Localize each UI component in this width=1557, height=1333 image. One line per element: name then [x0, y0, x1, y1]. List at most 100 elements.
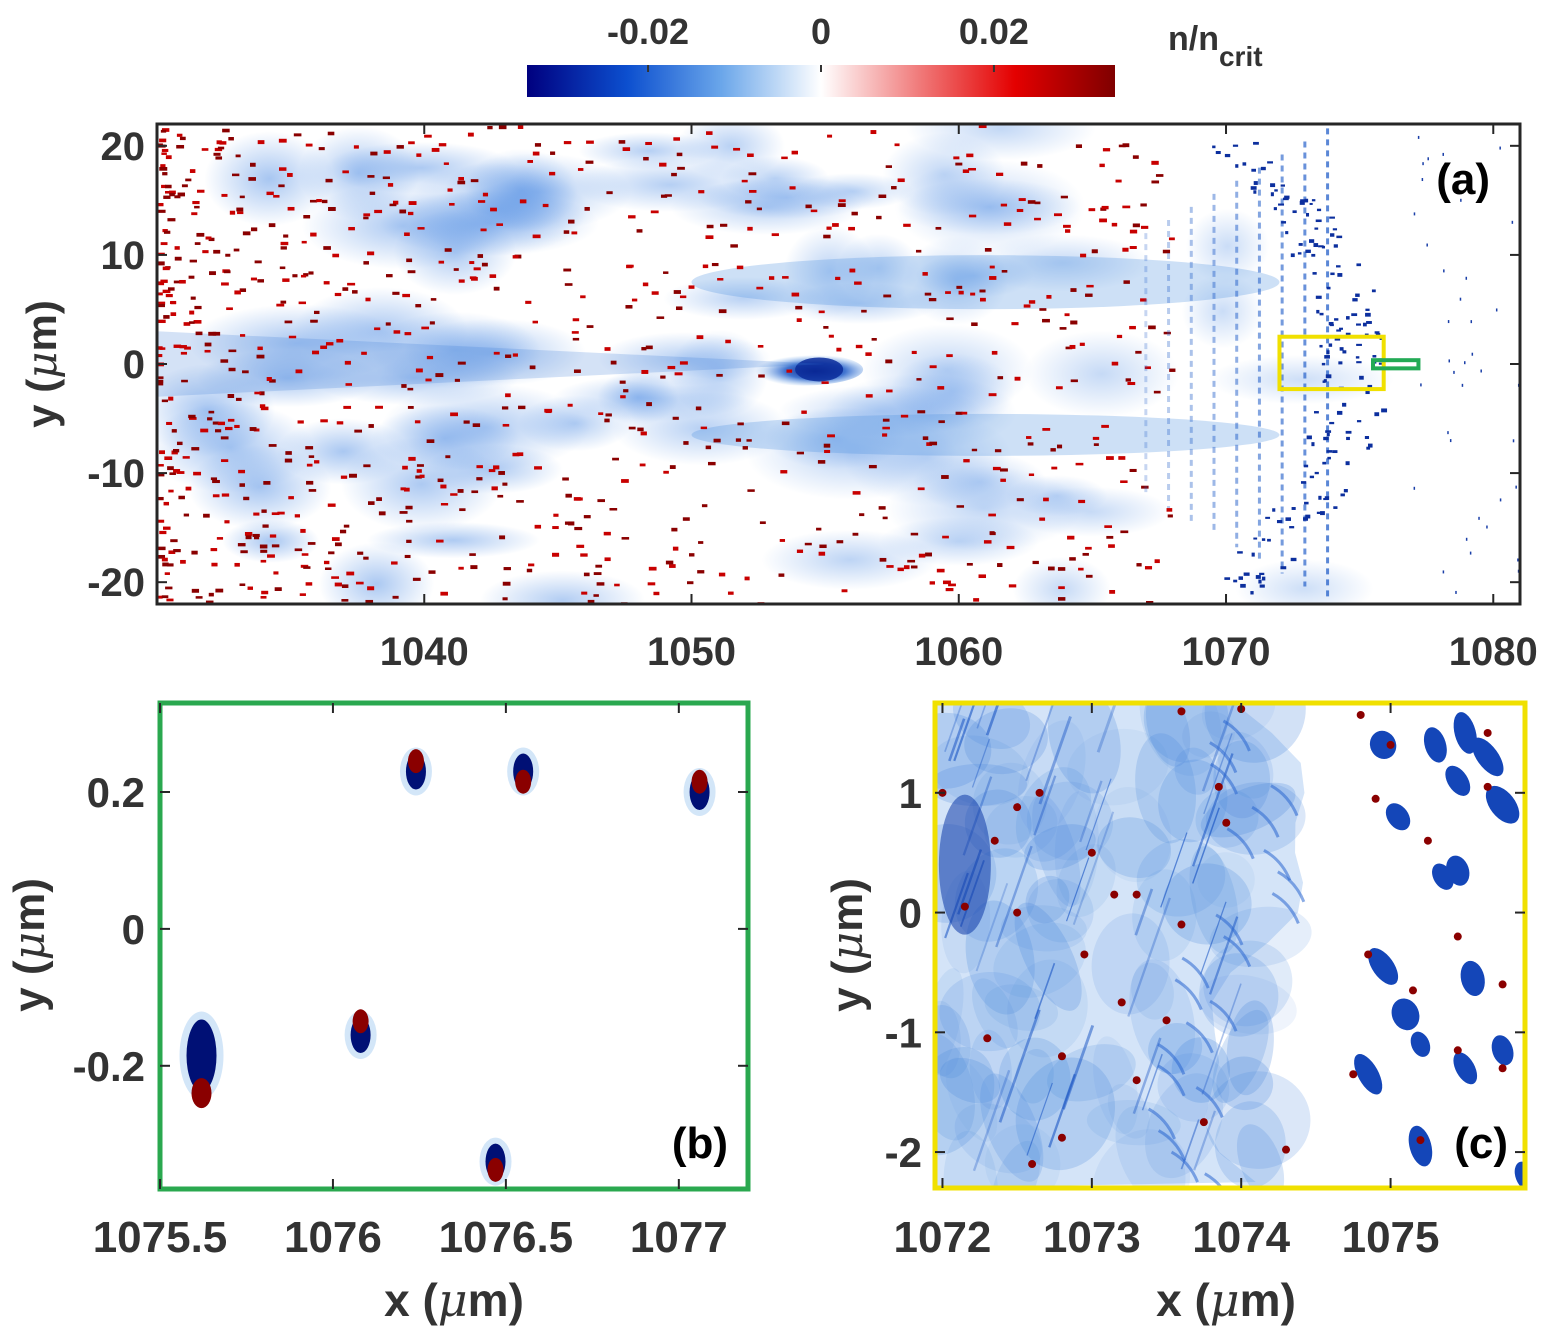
- density-sheet: [1026, 781, 1114, 861]
- positive-dot: [956, 505, 965, 508]
- positive-dot: [240, 334, 246, 337]
- positive-dot: [476, 465, 483, 469]
- front-particle: [1365, 308, 1370, 311]
- positive-dot: [747, 226, 753, 231]
- front-particle: [1314, 471, 1319, 475]
- front-particle: [1298, 243, 1303, 246]
- panel-c-xlabel-suffix: m): [1240, 1274, 1296, 1326]
- positive-dot: [200, 428, 209, 433]
- positive-dot: [1099, 163, 1105, 168]
- positive-dot: [497, 494, 504, 498]
- positive-dot: [477, 254, 484, 258]
- positive-dot: [378, 511, 386, 516]
- front-particle: [1285, 517, 1291, 521]
- positive-dot: [287, 206, 295, 211]
- panel-a-field: [157, 124, 1520, 604]
- positive-dot: [195, 331, 203, 336]
- front-particle: [1319, 344, 1323, 348]
- front-particle: [1366, 446, 1371, 450]
- density-sheet: [1148, 1023, 1203, 1075]
- positive-dot: [157, 304, 166, 308]
- positive-dot: [249, 427, 257, 431]
- front-particle: [1297, 252, 1302, 255]
- density-streak: [972, 1069, 1011, 1172]
- front-particle: [1276, 520, 1283, 524]
- positive-point: [983, 1034, 992, 1043]
- positive-dot: [491, 486, 498, 491]
- front-particle: [1355, 293, 1360, 297]
- front-particle: [1345, 332, 1351, 336]
- positive-dot: [922, 436, 929, 440]
- density-streak: [1192, 807, 1220, 884]
- positive-dot: [157, 301, 166, 305]
- density-streak: [1026, 1082, 1053, 1156]
- positive-dot: [859, 513, 865, 517]
- front-particle: [1251, 168, 1257, 172]
- positive-dot: [1070, 320, 1078, 325]
- panel-b-label: (b): [672, 1119, 728, 1168]
- positive-dot: [343, 405, 352, 409]
- positive-point: [1199, 1118, 1208, 1127]
- front-particle: [1320, 511, 1325, 516]
- positive-dot: [245, 535, 252, 540]
- panel-a-ylabel: y (μm): [17, 300, 66, 428]
- positive-dot: [192, 200, 200, 205]
- density-sheet: [1195, 789, 1259, 848]
- positive-dot: [598, 412, 604, 416]
- panel-c-ylabel-mu: μ: [822, 932, 873, 961]
- positive-dot: [701, 504, 708, 508]
- density-streak: [1072, 811, 1115, 925]
- positive-dot: [454, 378, 460, 382]
- positive-dot: [1104, 525, 1113, 528]
- front-particle: [1233, 579, 1238, 583]
- density-streak: [1191, 753, 1234, 867]
- positive-dot: [1129, 468, 1137, 472]
- positive-dot: [1043, 497, 1049, 502]
- positive-dot: [978, 124, 987, 129]
- front-particle: [1356, 420, 1362, 423]
- density-sheet: [984, 796, 1058, 858]
- positive-dot: [490, 207, 497, 212]
- positive-dot: [284, 458, 293, 463]
- positive-dot: [882, 426, 890, 430]
- positive-dot: [824, 449, 831, 454]
- front-particle: [1365, 312, 1371, 317]
- positive-dot: [550, 151, 556, 155]
- positive-dot: [1069, 557, 1076, 561]
- positive-dot: [737, 422, 744, 426]
- positive-point: [1356, 710, 1365, 719]
- positive-dot: [157, 554, 166, 559]
- front-particle: [1237, 551, 1243, 554]
- positive-dot: [170, 312, 177, 317]
- positive-dot: [1085, 574, 1093, 578]
- positive-dot: [169, 190, 176, 195]
- positive-dot: [676, 152, 683, 157]
- positive-dot: [903, 223, 911, 227]
- positive-dot: [305, 446, 314, 450]
- positive-dot: [167, 287, 175, 291]
- stray-particle: [1499, 498, 1502, 502]
- front-particle: [1224, 577, 1231, 580]
- positive-dot: [646, 402, 652, 407]
- positive-dot: [170, 300, 177, 305]
- positive-dot: [745, 200, 752, 204]
- front-particle: [1315, 219, 1322, 223]
- positive-dot: [1101, 205, 1109, 210]
- positive-dot: [188, 321, 195, 324]
- positive-dot: [159, 167, 168, 171]
- positive-dot: [260, 595, 267, 599]
- positive-dot: [936, 568, 945, 573]
- positive-dot: [325, 178, 333, 183]
- positive-dot: [791, 150, 799, 155]
- front-particle: [1367, 443, 1373, 448]
- stray-particle: [1461, 383, 1464, 387]
- stray-particle: [1442, 570, 1445, 574]
- colorbar-label-sub: crit: [1219, 41, 1263, 72]
- positive-dot: [164, 456, 173, 460]
- positive-dot: [404, 487, 410, 492]
- positive-dot: [408, 141, 415, 145]
- positive-dot: [166, 563, 174, 567]
- front-particle: [1336, 329, 1342, 332]
- positive-dot: [299, 593, 306, 596]
- density-sheet: [984, 984, 1059, 1031]
